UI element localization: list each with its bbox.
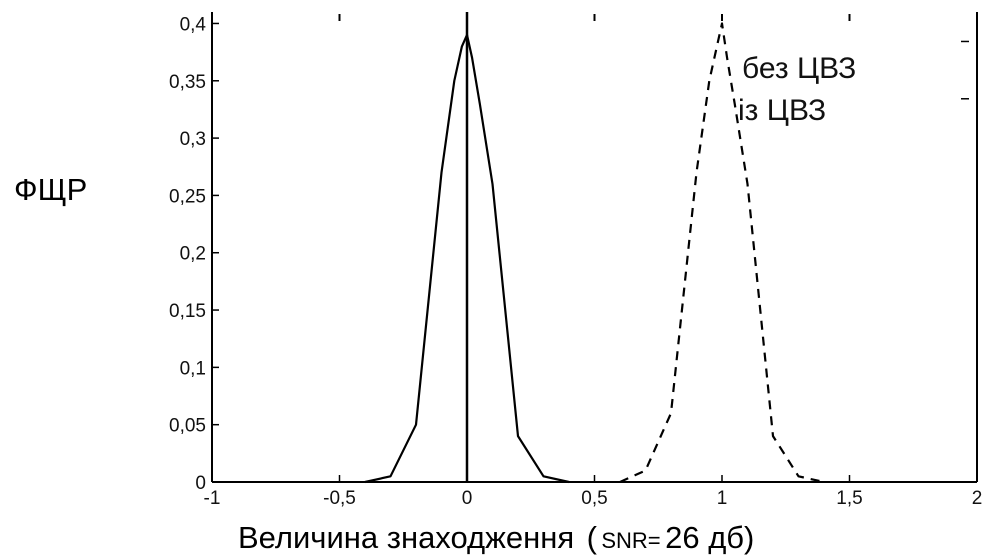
y-tick-label: 0,2 <box>180 244 206 265</box>
y-tick-label: 0,35 <box>169 72 206 93</box>
legend: без ЦВЗ із ЦВЗ <box>738 52 856 127</box>
y-tick-label: 0,05 <box>169 416 206 437</box>
series-layer <box>364 22 825 484</box>
y-axis-label: ФЩР <box>14 172 87 207</box>
y-tick-label: 0,3 <box>180 129 206 150</box>
axis-ticks: -1 -0,5 0 0,5 1 1,5 2 0 0,05 0,1 0,15 0,2 0,25 0,3 0,3… <box>169 14 982 509</box>
y-tick-label: 0,15 <box>169 301 206 322</box>
legend-label-series-1: без ЦВЗ <box>742 52 856 85</box>
y-tick-label: 0,1 <box>180 358 206 379</box>
x-axis-label: Величина знаходження ( SNR= 26 дб) <box>238 520 754 555</box>
y-tick-label: 0,4 <box>180 14 207 35</box>
x-tick-label: -1 <box>204 488 221 509</box>
x-axis-label-main: Величина знаходження <box>238 520 574 555</box>
x-tick-label: 2 <box>972 488 983 509</box>
x-tick-label: 1,5 <box>836 488 862 509</box>
x-axis-label-paren: ( <box>587 520 598 555</box>
x-tick-label: -0,5 <box>323 488 356 509</box>
y-tick-label: 0 <box>195 473 206 494</box>
x-tick-label: 1 <box>717 488 728 509</box>
plot-axes-frame <box>211 12 978 483</box>
x-axis-label-snr: SNR= <box>601 528 660 553</box>
legend-label-series-2: із ЦВЗ <box>738 94 826 127</box>
x-tick-label: 0,5 <box>581 488 607 509</box>
x-axis-label-value: 26 дб) <box>665 520 754 555</box>
y-tick-label: 0,25 <box>169 186 206 207</box>
series-line-2 <box>619 22 825 484</box>
x-tick-label: 0 <box>462 488 473 509</box>
